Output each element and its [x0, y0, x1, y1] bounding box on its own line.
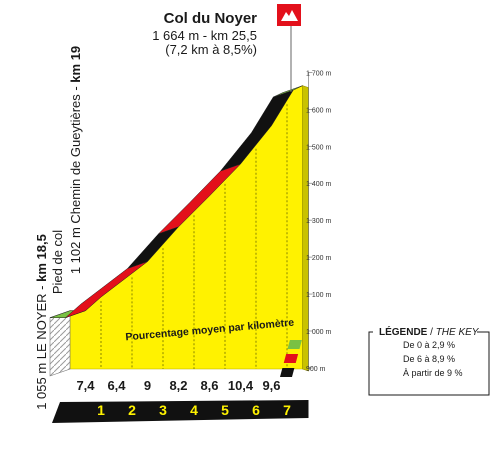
axis-tick-label: 1 500 m	[306, 144, 331, 151]
axis-tick-label: 1 000 m	[306, 329, 331, 336]
legend-item-label: De 0 à 2,9 %	[403, 340, 455, 350]
km-label: 7	[283, 402, 291, 418]
profile-area: 7,4 6,4 9 8,2 8,6 10,4 9,6	[49, 85, 309, 393]
km-label: 5	[221, 402, 229, 418]
legend-item-label: À partir de 9 %	[403, 368, 463, 378]
gradient-label: 6,4	[107, 378, 126, 393]
km-label: 1	[97, 402, 105, 418]
km-label: 3	[159, 402, 167, 418]
altitude-axis: 900 m 1 000 m 1 100 m 1 200 m 1 300 m 1 400 m…	[306, 70, 331, 373]
km-label: 4	[190, 402, 198, 418]
summit-name: Col du Noyer	[164, 10, 258, 27]
axis-tick-label: 1 600 m	[306, 107, 331, 114]
axis-tick-label: 1 200 m	[306, 255, 331, 262]
axis-tick-label: 1 700 m	[306, 70, 331, 77]
start-hatch	[49, 310, 71, 377]
summit-climb-stats: (7,2 km à 8,5%)	[165, 42, 257, 57]
gradient-label: 7,4	[76, 378, 95, 393]
axis-tick-label: 1 100 m	[306, 292, 331, 299]
legend-swatch	[287, 340, 302, 349]
gradient-segment-green	[273, 85, 303, 98]
gradient-label: 9	[144, 378, 151, 393]
flag-icon	[277, 4, 301, 26]
km-label: 2	[128, 402, 136, 418]
legend-swatch	[283, 354, 299, 363]
km-bar: 1 2 3 4 5 6 7	[52, 400, 309, 423]
gradient-label: 8,6	[200, 378, 218, 393]
summit-altitude: 1 664 m - km 25,5	[152, 28, 257, 43]
start-label-middle: Pied de col	[50, 230, 65, 294]
legend-swatch	[279, 368, 295, 377]
legend-item-label: De 6 à 8,9 %	[403, 354, 455, 364]
summit-flag	[277, 4, 301, 92]
gradient-label: 10,4	[228, 378, 254, 393]
start-label-left: 1 055 m LE NOYER - km 18,5	[34, 234, 49, 410]
gradient-label: 9,6	[262, 378, 280, 393]
km-bar-shape	[52, 400, 309, 423]
gradient-label: 8,2	[169, 378, 187, 393]
axis-tick-label: 1 400 m	[306, 181, 331, 188]
start-label-right: 1 102 m Chemin de Gueytières - km 19	[68, 46, 83, 274]
legend: LÉGENDE / THE KEY De 0 à 2,9 % De 6 à 8,9…	[279, 325, 490, 396]
profile-side	[302, 85, 309, 372]
legend-title: LÉGENDE / THE KEY	[379, 325, 480, 338]
axis-tick-label: 1 300 m	[306, 218, 331, 225]
axis-tick-label: 900 m	[306, 366, 326, 373]
km-label: 6	[252, 402, 260, 418]
mountain-icon	[281, 10, 298, 21]
